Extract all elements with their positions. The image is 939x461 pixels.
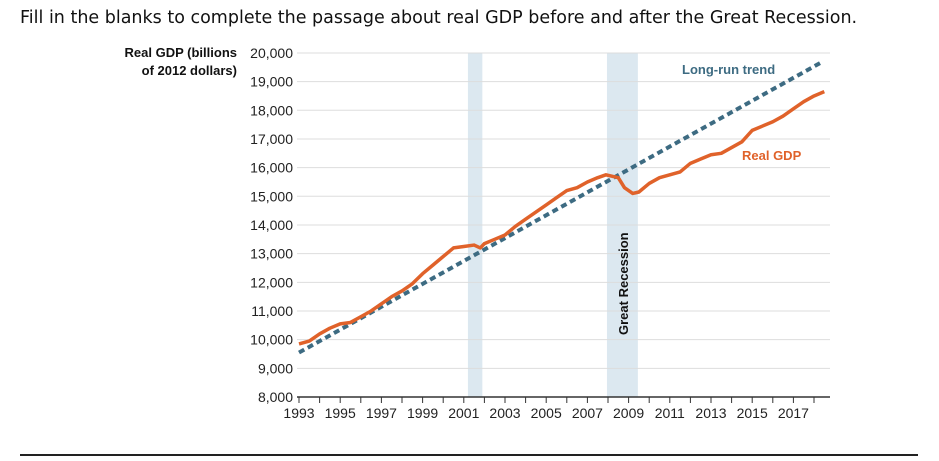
x-tick-label: 2013	[695, 405, 726, 421]
x-tick-label: 2017	[778, 405, 809, 421]
y-tick-label: 15,000	[250, 188, 293, 204]
trend-label: Long-run trend	[682, 62, 775, 77]
y-tick-label: 18,000	[250, 102, 293, 118]
y-tick-label: 20,000	[250, 45, 293, 61]
y-tick-label: 14,000	[250, 217, 293, 233]
y-tick-label: 12,000	[250, 274, 293, 290]
y-tick-label: 19,000	[250, 74, 293, 90]
x-tick-label: 2009	[613, 405, 644, 421]
x-tick-label: 1993	[283, 405, 314, 421]
x-tick-label: 2007	[572, 405, 603, 421]
y-tick-label: 11,000	[251, 303, 293, 319]
x-tick-label: 1999	[407, 405, 438, 421]
x-tick-label: 2015	[737, 405, 768, 421]
y-tick-label: 13,000	[250, 246, 293, 262]
x-tick-label: 1995	[325, 405, 356, 421]
trend-line	[298, 61, 822, 355]
y-tick-label: 8,000	[258, 389, 293, 405]
gdp-line	[298, 90, 825, 346]
x-tick-label: 2001	[448, 405, 479, 421]
y-tick-label: 10,000	[250, 332, 293, 348]
y-axis-label-line1: Real GDP (billions	[125, 45, 237, 60]
y-tick-label: 17,000	[250, 131, 293, 147]
y-tick-label: 16,000	[250, 160, 293, 176]
recession-label: Great Recession	[616, 232, 631, 335]
y-tick-label: 9,000	[258, 360, 293, 376]
question-prompt: Fill in the blanks to complete the passa…	[20, 8, 858, 28]
gdp-label: Real GDP	[742, 148, 802, 163]
x-tick-label: 2011	[655, 405, 685, 421]
y-axis-label-line2: of 2012 dollars)	[142, 63, 237, 78]
x-tick-label: 2003	[489, 405, 520, 421]
divider	[20, 454, 918, 456]
x-tick-label: 2005	[531, 405, 562, 421]
x-tick-label: 1997	[366, 405, 397, 421]
